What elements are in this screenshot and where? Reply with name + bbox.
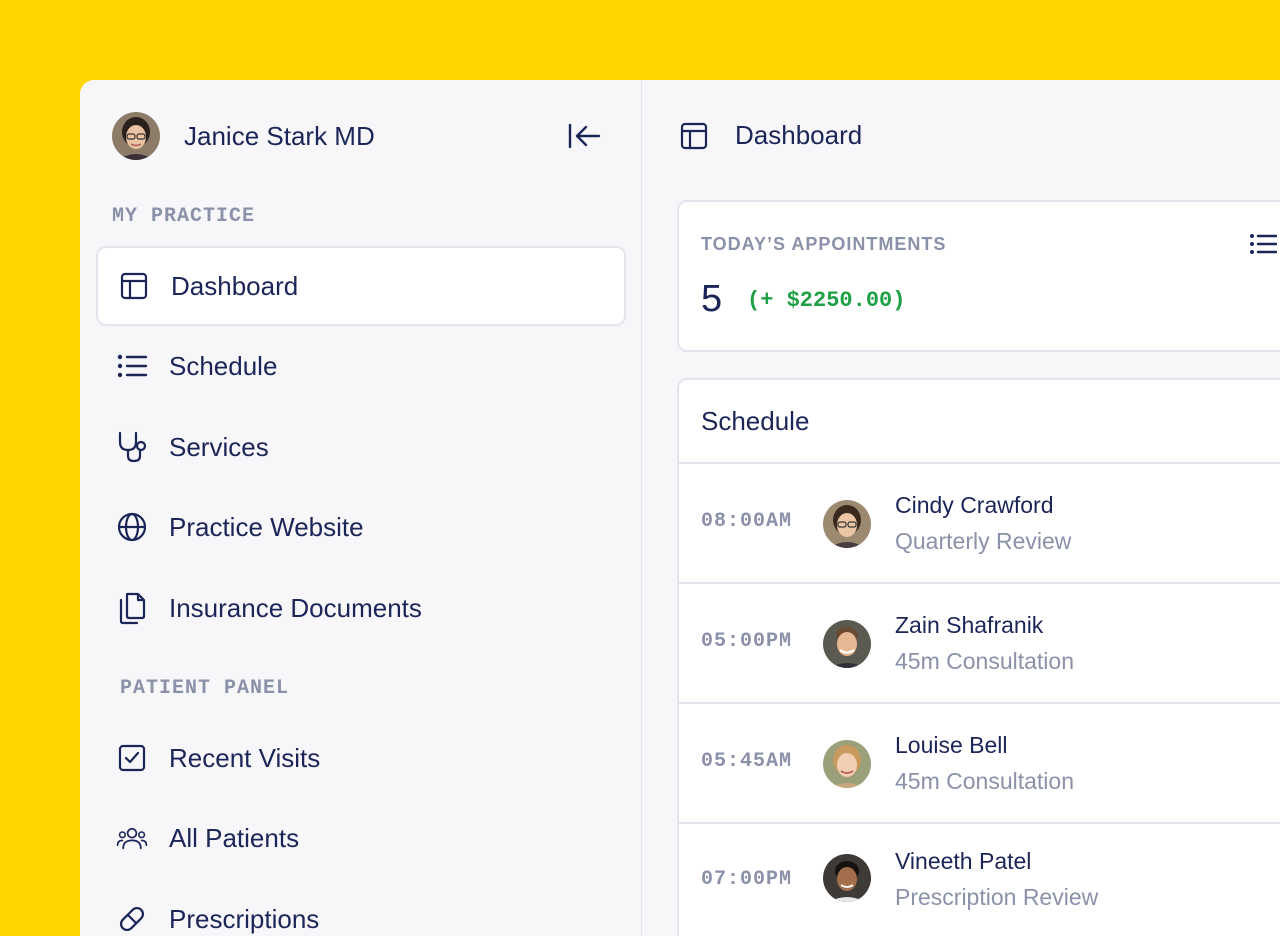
patient-avatar (823, 620, 871, 668)
sidebar-item-prescriptions[interactable]: Prescriptions (96, 879, 626, 936)
collapse-left-icon (568, 123, 601, 149)
sidebar-item-dashboard[interactable]: Dashboard (96, 246, 626, 326)
appointments-label: TODAY’S APPOINTMENTS (701, 234, 947, 254)
patient-name: Zain Shafranik (895, 612, 1044, 638)
appointments-amount: (+ $2250.00) (747, 288, 906, 313)
section-label-patient-panel: PATIENT PANEL (120, 677, 290, 700)
collapse-sidebar-button[interactable] (564, 118, 604, 154)
patient-name: Louise Bell (895, 732, 1008, 758)
sidebar-item-label: Dashboard (171, 270, 299, 301)
sidebar-item-services[interactable]: Services (96, 407, 626, 487)
patient-name: Cindy Crawford (895, 492, 1054, 518)
app-window: Janice Stark MD MY PRACTICE Dashboard (80, 80, 1280, 936)
appointment-time: 05:45AM (701, 750, 793, 773)
sidebar-item-schedule[interactable]: Schedule (96, 326, 626, 406)
section-label-my-practice: MY PRACTICE (112, 205, 256, 228)
sidebar-item-label: Recent Visits (169, 742, 321, 773)
dashboard-icon (118, 270, 150, 302)
appointment-time: 07:00PM (701, 868, 793, 891)
patient-name: Vineeth Patel (895, 848, 1032, 874)
dashboard-icon (680, 122, 708, 149)
pill-icon (116, 903, 148, 935)
appointments-card: TODAY’S APPOINTMENTS 5 (+ $2250.00) (677, 200, 1280, 352)
schedule-row[interactable]: 05:45AM Louise Bell 45m Consultation (679, 704, 1280, 824)
patient-avatar (823, 740, 871, 788)
sidebar-item-label: Insurance Documents (169, 592, 422, 623)
appointment-type: 45m Consultation (895, 768, 1074, 794)
stethoscope-icon (116, 431, 148, 463)
user-name: Janice Stark MD (184, 120, 375, 151)
user-profile[interactable]: Janice Stark MD (112, 112, 375, 160)
appointment-time: 05:00PM (701, 630, 793, 653)
page-title: Dashboard (735, 120, 863, 150)
schedule-row[interactable]: 07:00PM Vineeth Patel Prescription Revie… (679, 824, 1280, 936)
appointment-time: 08:00AM (701, 510, 793, 533)
appointment-type: Quarterly Review (895, 528, 1072, 554)
checkbox-icon (116, 742, 148, 774)
user-avatar (112, 112, 160, 160)
documents-icon (116, 592, 148, 625)
page-header: Dashboard (679, 120, 862, 151)
list-icon (116, 350, 148, 382)
sidebar-item-label: Practice Website (169, 511, 364, 542)
sidebar: Janice Stark MD MY PRACTICE Dashboard (80, 80, 642, 936)
divider (679, 462, 1280, 464)
sidebar-item-recent-visits[interactable]: Recent Visits (96, 718, 626, 798)
appointment-type: 45m Consultation (895, 648, 1074, 674)
sidebar-item-insurance-documents[interactable]: Insurance Documents (96, 568, 626, 648)
sidebar-item-label: All Patients (169, 822, 300, 853)
main-content: Dashboard TODAY’S APPOINTMENTS 5 (+ $225… (643, 80, 1280, 936)
sidebar-item-practice-website[interactable]: Practice Website (96, 487, 626, 567)
sidebar-item-label: Schedule (169, 350, 278, 381)
globe-icon (116, 511, 148, 543)
patient-avatar (823, 854, 871, 902)
sidebar-item-label: Prescriptions (169, 903, 320, 934)
schedule-card: Schedule 08:00AM Cindy Crawford Quarterl… (677, 378, 1280, 936)
schedule-row[interactable]: 05:00PM Zain Shafranik 45m Consultation (679, 584, 1280, 704)
list-icon[interactable] (1249, 232, 1277, 256)
patient-avatar (823, 500, 871, 548)
appointments-count: 5 (701, 278, 723, 320)
sidebar-item-all-patients[interactable]: All Patients (96, 798, 626, 878)
schedule-row[interactable]: 08:00AM Cindy Crawford Quarterly Review (679, 464, 1280, 584)
appointment-type: Prescription Review (895, 884, 1099, 910)
users-icon (116, 822, 148, 854)
schedule-title: Schedule (701, 406, 810, 436)
sidebar-item-label: Services (169, 431, 269, 462)
